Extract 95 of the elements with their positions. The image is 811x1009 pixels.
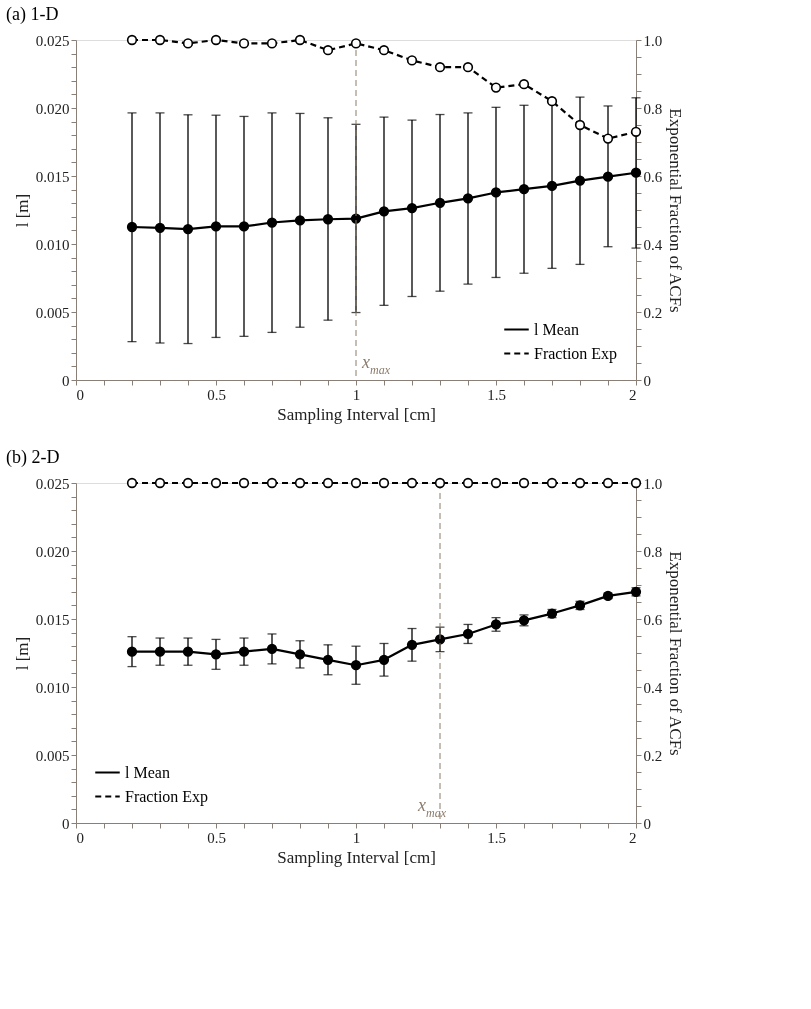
point <box>434 62 446 73</box>
point <box>238 38 250 49</box>
x-tick-label: 1 <box>352 386 361 403</box>
x-tick-label: 0.5 <box>207 386 226 403</box>
y-tick-label: 0 <box>62 815 70 832</box>
point <box>378 45 390 56</box>
point <box>210 649 222 660</box>
point <box>546 180 558 192</box>
y2-tick-label: 0.2 <box>643 304 663 321</box>
y2-tick-label: 0.6 <box>643 168 663 185</box>
y-tick-label: 0.025 <box>35 475 70 492</box>
point <box>182 646 194 657</box>
point <box>350 660 362 671</box>
y2-tick-label: 0 <box>643 372 651 389</box>
chart-title: (b) 2-D <box>6 447 60 469</box>
point <box>602 133 614 144</box>
point <box>294 215 306 226</box>
point <box>182 223 194 235</box>
y2-tick-label: 0.2 <box>643 747 663 764</box>
chart-title: (a) 1-D <box>6 4 59 26</box>
y2-tick-label: 0.4 <box>643 679 663 696</box>
point <box>266 38 278 49</box>
y2-tick-label: 0.4 <box>643 236 663 253</box>
x-tick-label: 0.5 <box>207 829 226 846</box>
point <box>182 38 194 49</box>
point <box>294 34 306 46</box>
x-axis-title: Sampling Interval [cm] <box>277 404 436 424</box>
x-tick-label: 2 <box>629 386 637 403</box>
legend-label: Fraction Exp <box>125 787 209 806</box>
point <box>154 646 166 657</box>
point <box>518 79 530 90</box>
x-tick-label: 0 <box>76 386 84 403</box>
point <box>350 38 362 49</box>
point <box>210 34 222 46</box>
y-tick-label: 0.005 <box>35 747 70 764</box>
point <box>238 221 250 232</box>
legend-label: l Mean <box>534 320 579 338</box>
y-tick-label: 0.005 <box>35 304 70 321</box>
y2-tick-label: 0.6 <box>643 611 663 628</box>
y-tick-label: 0.015 <box>35 611 70 628</box>
y2-tick-label: 0 <box>643 815 651 832</box>
y-axis-title: l [m] <box>12 193 32 228</box>
point <box>378 206 390 217</box>
y2-tick-label: 0.8 <box>643 543 663 560</box>
point <box>630 167 642 178</box>
y2-tick-label: 0.8 <box>643 100 663 117</box>
y-tick-label: 0.020 <box>35 100 70 117</box>
legend-label: Fraction Exp <box>534 344 618 363</box>
point <box>322 654 334 665</box>
point <box>322 214 334 225</box>
point <box>462 62 474 73</box>
y2-tick-label: 1.0 <box>643 32 663 49</box>
y2-axis-title: Exponential Fraction of ACFs <box>666 551 686 756</box>
y2-axis-title: Exponential Fraction of ACFs <box>666 108 686 313</box>
point <box>434 197 446 208</box>
y-tick-label: 0.015 <box>35 168 70 185</box>
point <box>518 184 530 195</box>
point <box>266 217 278 228</box>
point <box>210 221 222 232</box>
point <box>406 202 418 214</box>
x-tick-label: 1.5 <box>487 829 506 846</box>
point <box>602 171 614 182</box>
point <box>462 628 474 640</box>
y-axis-title: l [m] <box>12 636 32 671</box>
point <box>238 646 250 657</box>
point <box>406 55 418 66</box>
point <box>406 639 418 650</box>
point <box>574 175 586 186</box>
x-tick-label: 0 <box>76 829 84 846</box>
point <box>630 126 642 137</box>
y-tick-label: 0.010 <box>35 236 70 253</box>
point <box>546 96 558 107</box>
point <box>322 45 334 56</box>
x-axis-title: Sampling Interval [cm] <box>277 847 436 867</box>
point <box>154 222 166 233</box>
y-tick-label: 0.020 <box>35 543 70 560</box>
legend-label: l Mean <box>125 763 170 781</box>
point <box>266 643 278 655</box>
point <box>294 649 306 660</box>
point <box>126 221 138 233</box>
y-tick-label: 0 <box>62 372 70 389</box>
point <box>490 187 502 198</box>
point <box>574 119 586 131</box>
x-tick-label: 1 <box>352 829 361 846</box>
point <box>126 34 138 46</box>
x-tick-label: 1.5 <box>487 386 506 403</box>
point <box>126 646 138 657</box>
point <box>154 34 166 46</box>
y2-tick-label: 1.0 <box>643 475 663 492</box>
y-tick-label: 0.025 <box>35 32 70 49</box>
y-tick-label: 0.010 <box>35 679 70 696</box>
point <box>490 82 502 93</box>
point <box>378 654 390 665</box>
x-tick-label: 2 <box>629 829 637 846</box>
point <box>462 193 474 204</box>
